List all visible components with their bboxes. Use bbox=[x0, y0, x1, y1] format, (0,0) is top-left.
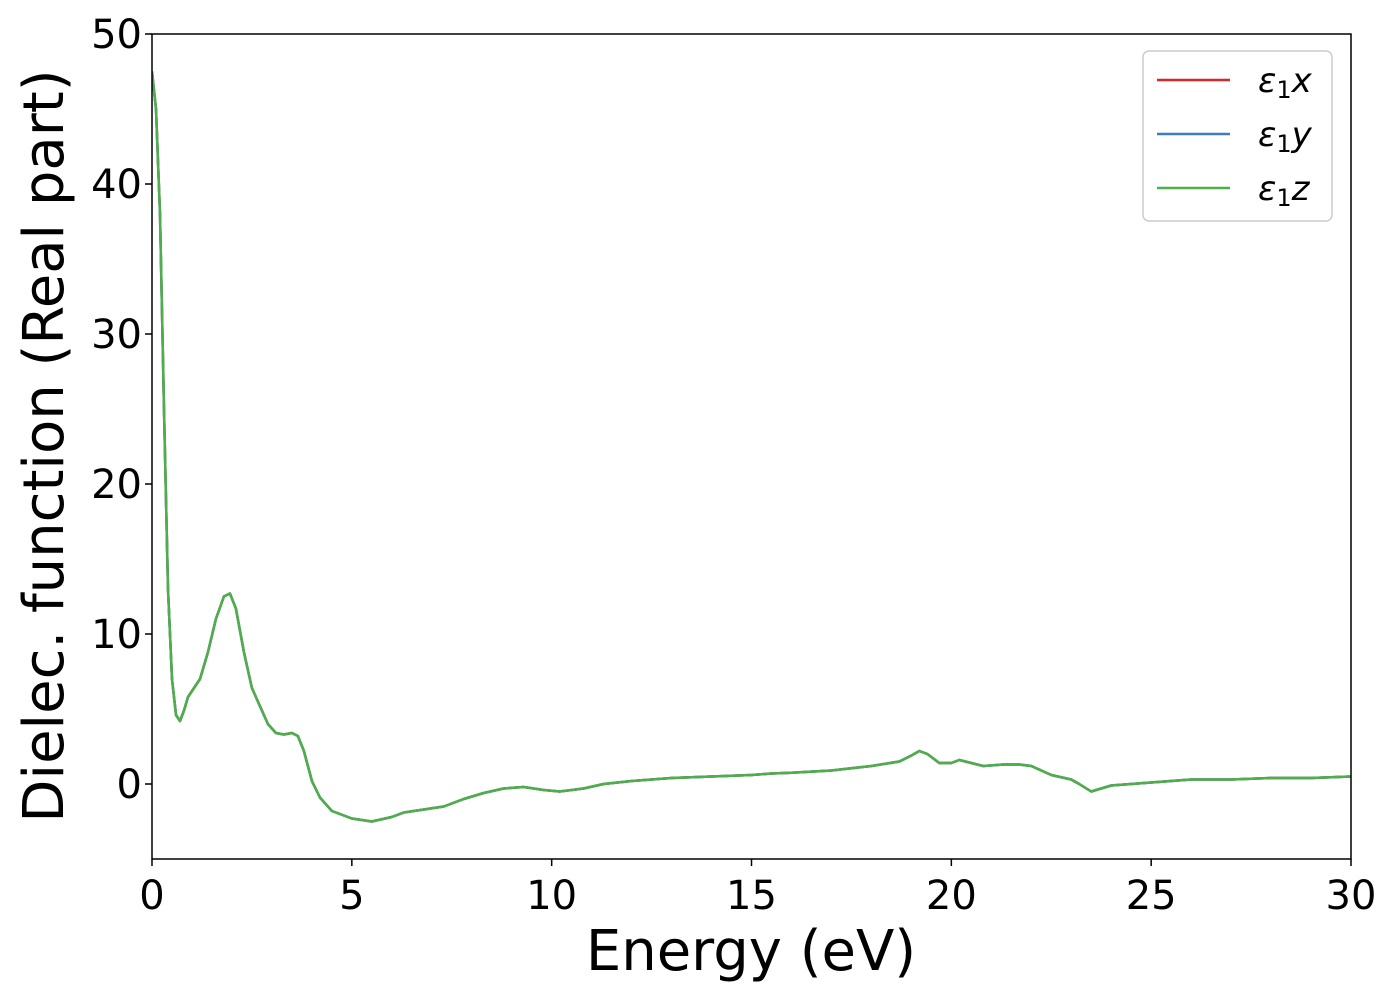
y-axis: 0 10 20 30 40 50 bbox=[91, 12, 152, 808]
x-tick-label: 10 bbox=[526, 873, 577, 919]
legend-label-z: ε1z bbox=[1258, 169, 1311, 212]
x-tick-label: 20 bbox=[926, 873, 977, 919]
x-tick-label: 15 bbox=[726, 873, 777, 919]
x-tick-label: 0 bbox=[139, 873, 164, 919]
x-axis: 0 5 10 15 20 25 30 bbox=[139, 859, 1376, 919]
y-tick-label: 50 bbox=[91, 12, 142, 58]
y-tick-label: 20 bbox=[91, 462, 142, 508]
legend-box bbox=[1142, 50, 1333, 222]
y-tick-label: 0 bbox=[117, 762, 142, 808]
x-tick-label: 25 bbox=[1126, 873, 1177, 919]
y-tick-label: 40 bbox=[91, 162, 142, 208]
x-tick-label: 30 bbox=[1326, 873, 1377, 919]
y-tick-label: 30 bbox=[91, 312, 142, 358]
series-line-z bbox=[152, 71, 1351, 823]
legend-label-x: ε1x bbox=[1258, 61, 1313, 104]
legend-label-y: ε1y bbox=[1258, 115, 1313, 158]
y-tick-label: 10 bbox=[91, 612, 142, 658]
y-axis-label: Dielec. function (Real part) bbox=[12, 69, 77, 822]
x-axis-label: Energy (eV) bbox=[586, 919, 916, 984]
x-tick-label: 5 bbox=[339, 873, 364, 919]
legend-items: ε1x ε1y ε1z bbox=[1157, 61, 1313, 212]
legend: ε1x ε1y ε1z bbox=[1142, 50, 1333, 222]
series-layer bbox=[152, 71, 1351, 823]
